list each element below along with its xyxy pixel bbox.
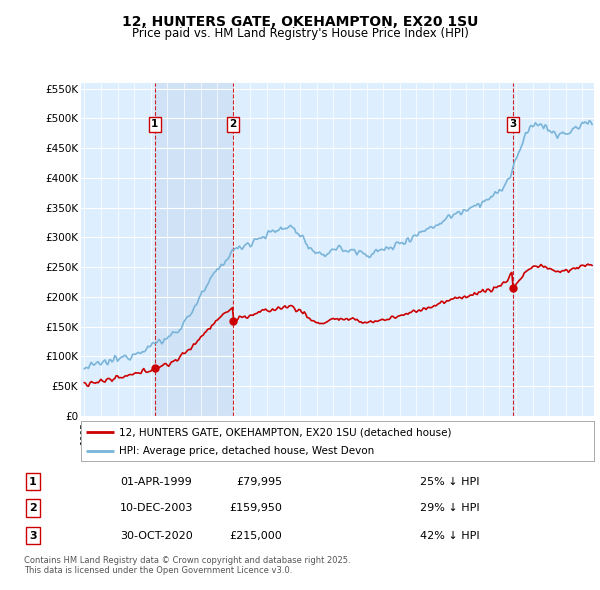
Text: 30-OCT-2020: 30-OCT-2020 bbox=[120, 531, 193, 541]
Text: Contains HM Land Registry data © Crown copyright and database right 2025.
This d: Contains HM Land Registry data © Crown c… bbox=[24, 556, 350, 575]
Text: 01-APR-1999: 01-APR-1999 bbox=[120, 477, 192, 487]
Text: £79,995: £79,995 bbox=[236, 477, 282, 487]
Text: £159,950: £159,950 bbox=[229, 503, 282, 513]
Text: 2: 2 bbox=[29, 503, 37, 513]
Text: £215,000: £215,000 bbox=[229, 531, 282, 541]
Text: 25% ↓ HPI: 25% ↓ HPI bbox=[420, 477, 479, 487]
Text: 3: 3 bbox=[509, 119, 517, 129]
Text: 12, HUNTERS GATE, OKEHAMPTON, EX20 1SU (detached house): 12, HUNTERS GATE, OKEHAMPTON, EX20 1SU (… bbox=[119, 427, 452, 437]
Text: 29% ↓ HPI: 29% ↓ HPI bbox=[420, 503, 479, 513]
Text: 3: 3 bbox=[29, 531, 37, 541]
Text: 1: 1 bbox=[29, 477, 37, 487]
Text: 12, HUNTERS GATE, OKEHAMPTON, EX20 1SU: 12, HUNTERS GATE, OKEHAMPTON, EX20 1SU bbox=[122, 15, 478, 29]
Text: HPI: Average price, detached house, West Devon: HPI: Average price, detached house, West… bbox=[119, 445, 375, 455]
Text: 1: 1 bbox=[151, 119, 158, 129]
Bar bbox=[155, 83, 233, 416]
Text: 42% ↓ HPI: 42% ↓ HPI bbox=[420, 531, 479, 541]
Text: 10-DEC-2003: 10-DEC-2003 bbox=[120, 503, 193, 513]
Text: 2: 2 bbox=[229, 119, 236, 129]
Text: Price paid vs. HM Land Registry's House Price Index (HPI): Price paid vs. HM Land Registry's House … bbox=[131, 27, 469, 40]
